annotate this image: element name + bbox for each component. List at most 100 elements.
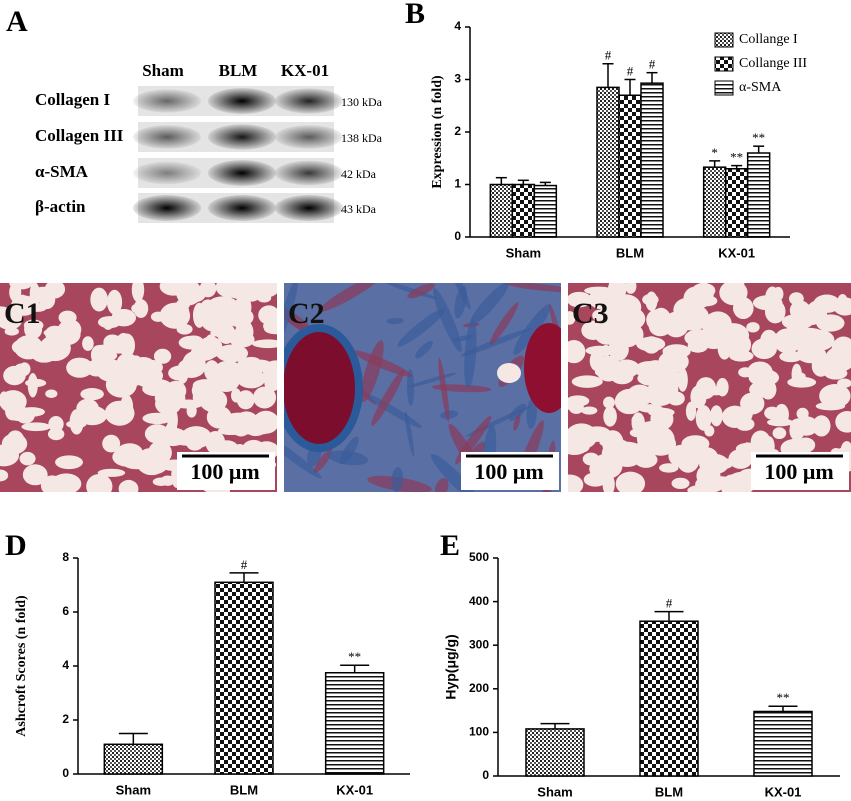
alveolus bbox=[568, 340, 586, 364]
alveolus bbox=[603, 406, 617, 427]
alveolus bbox=[90, 287, 108, 312]
panel-label: E bbox=[440, 529, 460, 562]
blot-band bbox=[133, 89, 201, 113]
y-tick-label: 3 bbox=[454, 72, 461, 86]
alveolus bbox=[47, 427, 65, 441]
alveolus bbox=[201, 311, 230, 332]
alveolus bbox=[601, 365, 624, 377]
alveolus bbox=[788, 438, 799, 449]
alveolus bbox=[50, 473, 82, 492]
alveolus bbox=[184, 335, 204, 350]
vessel bbox=[284, 324, 363, 452]
alveolus bbox=[795, 327, 824, 340]
alveolus bbox=[4, 327, 19, 336]
alveolus bbox=[676, 447, 700, 473]
error-bar bbox=[495, 176, 507, 185]
blot-column-label: BLM bbox=[219, 61, 258, 80]
alveolus bbox=[625, 283, 637, 294]
error-bar bbox=[517, 179, 529, 185]
alveolus bbox=[0, 469, 9, 482]
alveolus bbox=[710, 405, 723, 427]
alveolus bbox=[49, 283, 63, 299]
scale-bar-label: 100 μm bbox=[474, 459, 543, 484]
alveolus bbox=[631, 412, 645, 434]
blot-size-label: 138 kDa bbox=[341, 131, 383, 145]
alveolus bbox=[96, 358, 124, 382]
scale-bar-box bbox=[461, 452, 559, 490]
bar bbox=[702, 166, 727, 238]
alveolus bbox=[568, 474, 584, 492]
alveolus bbox=[611, 441, 640, 453]
alveolus bbox=[171, 430, 200, 446]
alveolus bbox=[129, 355, 143, 373]
alveolus bbox=[82, 336, 94, 351]
alveolus bbox=[746, 322, 760, 333]
fiber bbox=[433, 288, 462, 352]
y-tick-label: 500 bbox=[469, 550, 489, 564]
alveolus bbox=[636, 428, 654, 449]
blot-band bbox=[208, 124, 276, 150]
x-tick-label: Sham bbox=[116, 782, 151, 797]
fiber bbox=[505, 283, 561, 293]
error-bar bbox=[654, 610, 684, 622]
error-bar bbox=[540, 722, 570, 729]
significance-mark: # bbox=[241, 557, 248, 572]
alveolus bbox=[614, 388, 644, 415]
alveolus bbox=[640, 420, 668, 431]
alveolus bbox=[6, 430, 25, 451]
alveolus bbox=[747, 361, 773, 384]
alveolus bbox=[54, 323, 81, 346]
alveolus bbox=[131, 283, 145, 303]
alveolus bbox=[637, 370, 668, 386]
alveolus bbox=[717, 323, 750, 348]
legend-label: α-SMA bbox=[739, 80, 782, 95]
blot-band bbox=[275, 160, 343, 186]
alveolus bbox=[241, 356, 261, 366]
alveolus bbox=[615, 471, 646, 492]
significance-mark: ** bbox=[752, 130, 765, 145]
x-tick-label: KX-01 bbox=[765, 784, 802, 799]
alveolus bbox=[568, 311, 576, 325]
bar bbox=[489, 183, 514, 238]
blot-column-label: Sham bbox=[142, 61, 184, 80]
bar bbox=[618, 94, 642, 238]
blot-size-label: 43 kDa bbox=[341, 202, 377, 216]
error-bar bbox=[753, 145, 765, 153]
blot-size-label: 42 kDa bbox=[341, 167, 377, 181]
alveolus bbox=[17, 294, 29, 314]
alveolus bbox=[659, 463, 679, 473]
alveolus bbox=[589, 458, 617, 480]
alveolus bbox=[571, 375, 603, 388]
x-tick-label: BLM bbox=[616, 245, 644, 260]
bar bbox=[533, 184, 558, 238]
bar bbox=[724, 168, 749, 238]
significance-mark: # bbox=[649, 57, 656, 72]
alveolus bbox=[584, 286, 614, 295]
alveolus bbox=[172, 399, 204, 409]
scale-bar-box bbox=[177, 452, 275, 490]
alveolus bbox=[684, 329, 713, 347]
alveolus bbox=[176, 298, 190, 311]
error-bar bbox=[539, 181, 551, 186]
alveolus bbox=[22, 464, 48, 486]
error-bar bbox=[768, 705, 798, 712]
blot-row-label: β-actin bbox=[35, 197, 86, 216]
alveolus bbox=[106, 289, 123, 315]
alveolus bbox=[117, 332, 131, 349]
alveolus bbox=[199, 283, 217, 298]
panel-label: B bbox=[405, 0, 425, 30]
alveolus bbox=[581, 406, 598, 415]
error-bar bbox=[340, 664, 370, 673]
alveolus bbox=[729, 350, 754, 362]
error-bar bbox=[602, 63, 614, 88]
alveolus bbox=[207, 296, 239, 314]
y-tick-label: 6 bbox=[62, 604, 69, 618]
bar bbox=[596, 86, 620, 238]
fiber bbox=[406, 368, 415, 406]
fiber bbox=[513, 414, 521, 431]
alveolus bbox=[702, 476, 735, 485]
alveolus bbox=[58, 310, 77, 325]
alveolus bbox=[789, 292, 804, 306]
alveolus bbox=[21, 422, 52, 432]
alveolus bbox=[25, 378, 47, 388]
